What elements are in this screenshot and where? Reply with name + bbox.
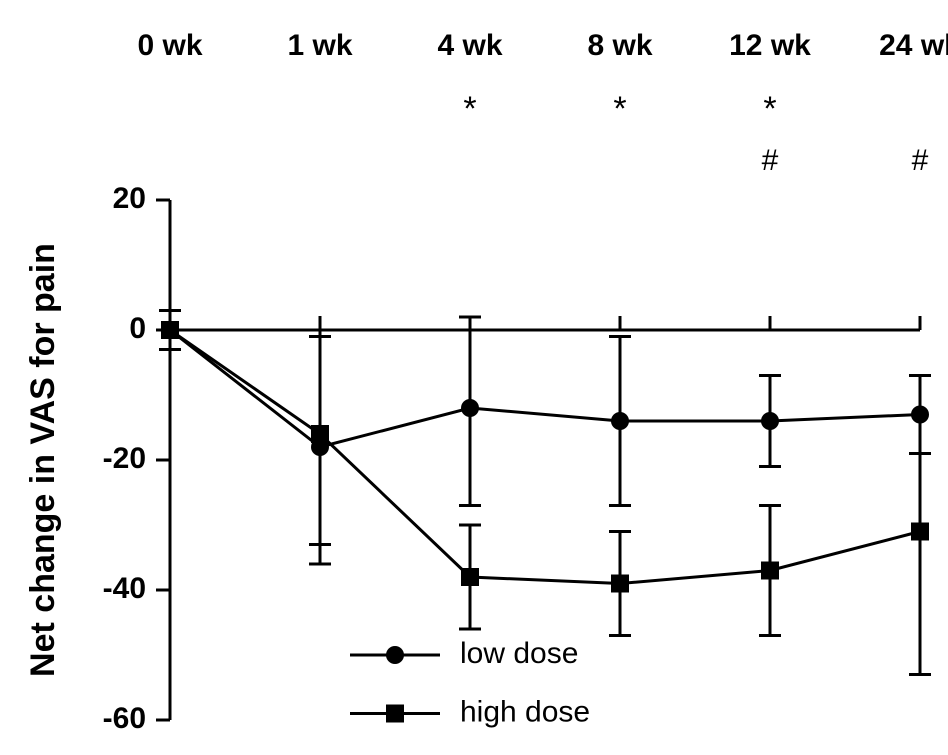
y-tick-label: 20 [113, 182, 146, 215]
marker-square [161, 321, 179, 339]
marker-square [911, 523, 929, 541]
x-category-label: 1 wk [287, 29, 352, 62]
legend-label: low dose [460, 637, 578, 670]
x-category-label: 8 wk [587, 29, 652, 62]
x-category-label: 12 wk [729, 29, 811, 62]
x-category-label: 4 wk [437, 29, 502, 62]
sig-hash: # [912, 144, 929, 177]
y-tick-label: -40 [103, 572, 146, 605]
marker-square [311, 425, 329, 443]
marker-circle [611, 412, 629, 430]
y-tick-label: -20 [103, 442, 146, 475]
y-tick-label: 0 [129, 312, 146, 345]
marker-square [611, 575, 629, 593]
legend-marker-circle [386, 646, 404, 664]
marker-square [461, 568, 479, 586]
sig-star: * [463, 90, 476, 128]
x-category-label: 0 wk [137, 29, 202, 62]
x-category-label: 24 wk [879, 29, 948, 62]
y-axis-title: Net change in VAS for pain [24, 243, 62, 677]
sig-star: * [613, 90, 626, 128]
marker-circle [911, 406, 929, 424]
marker-circle [461, 399, 479, 417]
sig-star: * [763, 90, 776, 128]
y-tick-label: -60 [103, 702, 146, 735]
marker-circle [761, 412, 779, 430]
marker-square [761, 562, 779, 580]
vas-line-chart: -60 -40 -20 0 20 Net change in VAS for pain 0 … [0, 0, 948, 755]
sig-hash: # [762, 144, 779, 177]
legend-label: high dose [460, 695, 590, 728]
legend-marker-square [386, 705, 404, 723]
